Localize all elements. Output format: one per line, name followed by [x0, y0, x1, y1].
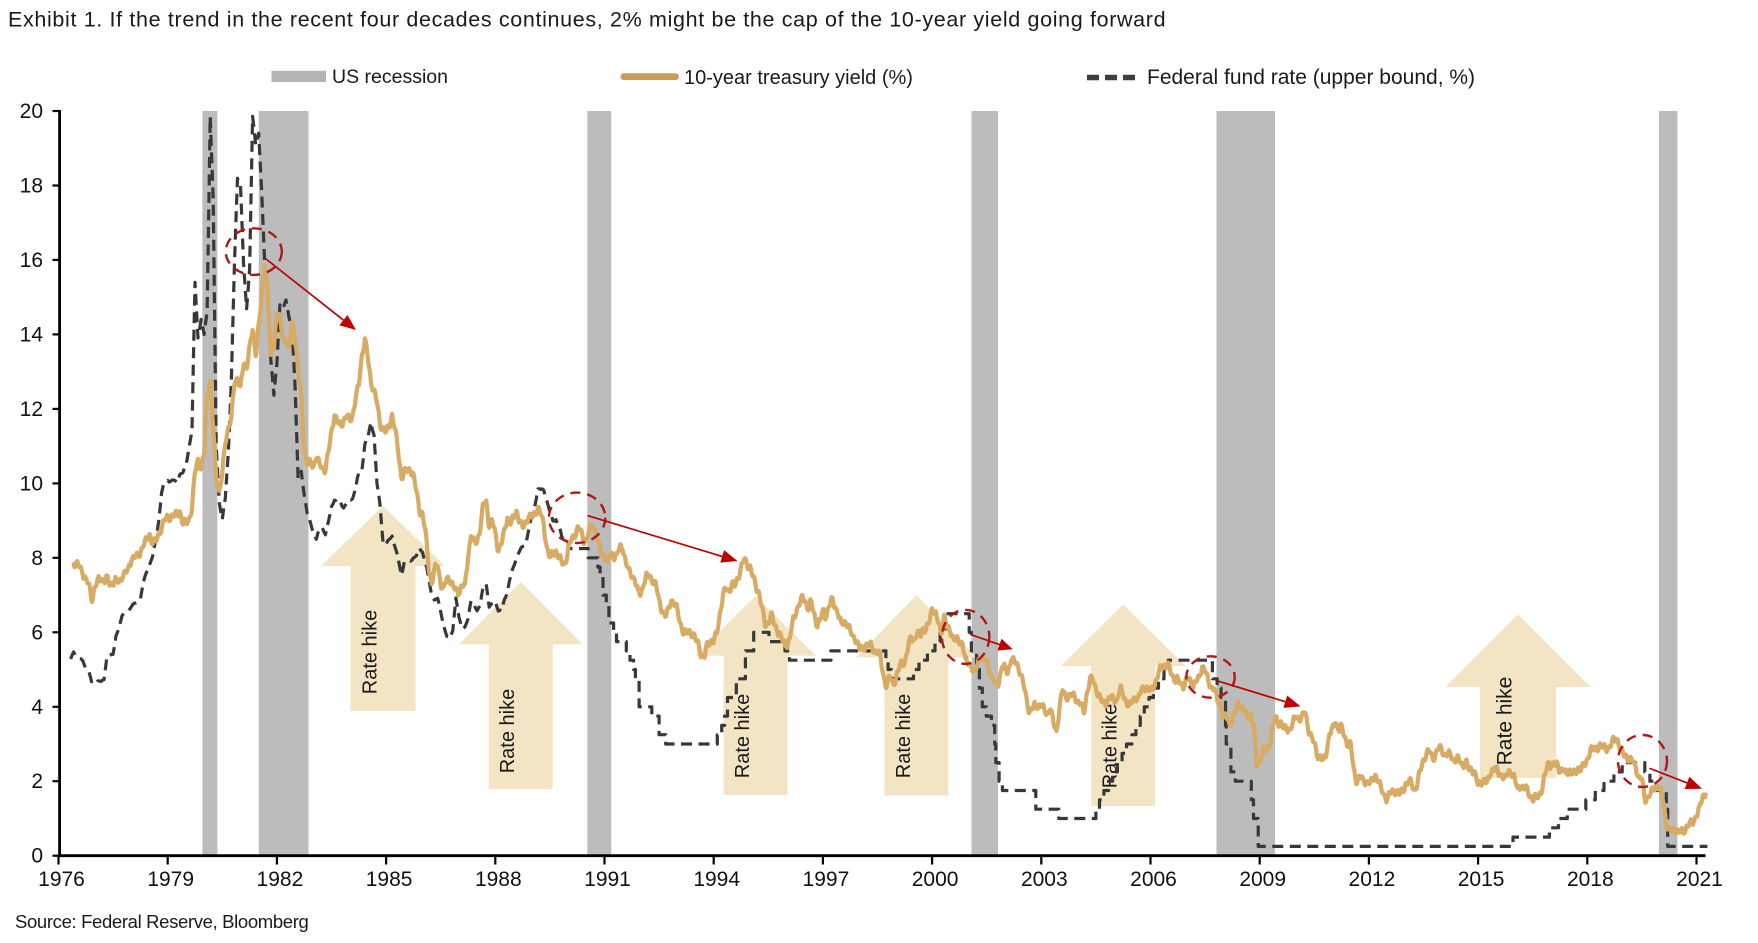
svg-text:Rate hike: Rate hike — [497, 689, 519, 774]
svg-text:4: 4 — [31, 696, 43, 719]
svg-text:1997: 1997 — [803, 868, 850, 891]
svg-text:US recession: US recession — [332, 66, 448, 88]
svg-text:0: 0 — [31, 845, 43, 868]
svg-text:2012: 2012 — [1349, 868, 1396, 891]
svg-text:1985: 1985 — [366, 868, 413, 891]
svg-text:Rate hike: Rate hike — [732, 694, 754, 779]
svg-text:2006: 2006 — [1130, 868, 1177, 891]
svg-text:Source: Federal Reserve, Bloom: Source: Federal Reserve, Bloomberg — [15, 911, 309, 932]
svg-text:1976: 1976 — [38, 868, 85, 891]
svg-text:16: 16 — [20, 249, 43, 272]
svg-text:2009: 2009 — [1239, 868, 1286, 891]
svg-text:2000: 2000 — [912, 868, 959, 891]
svg-text:8: 8 — [31, 547, 43, 570]
svg-text:12: 12 — [20, 398, 43, 421]
svg-text:10: 10 — [20, 472, 43, 495]
svg-text:2021: 2021 — [1676, 868, 1723, 891]
svg-text:1982: 1982 — [257, 868, 304, 891]
svg-text:Federal fund rate (upper bound: Federal fund rate (upper bound, %) — [1147, 66, 1475, 89]
svg-text:1979: 1979 — [147, 868, 194, 891]
svg-text:1991: 1991 — [584, 868, 631, 891]
svg-text:6: 6 — [31, 621, 43, 644]
svg-text:1988: 1988 — [475, 868, 522, 891]
svg-text:Rate hike: Rate hike — [1494, 677, 1517, 766]
svg-text:1994: 1994 — [693, 868, 740, 891]
svg-text:20: 20 — [20, 100, 43, 123]
svg-text:Rate hike: Rate hike — [1099, 704, 1121, 789]
svg-text:2: 2 — [31, 770, 43, 793]
svg-text:2015: 2015 — [1458, 868, 1505, 891]
svg-text:2018: 2018 — [1567, 868, 1614, 891]
svg-text:14: 14 — [20, 323, 44, 346]
svg-text:Rate hike: Rate hike — [893, 694, 915, 779]
svg-text:Rate hike: Rate hike — [359, 610, 381, 695]
svg-text:10-year treasury yield (%): 10-year treasury yield (%) — [684, 67, 913, 89]
svg-text:18: 18 — [20, 175, 43, 198]
svg-text:Exhibit 1. If the trend in the: Exhibit 1. If the trend in the recent fo… — [8, 8, 1166, 32]
svg-text:2003: 2003 — [1021, 868, 1068, 891]
